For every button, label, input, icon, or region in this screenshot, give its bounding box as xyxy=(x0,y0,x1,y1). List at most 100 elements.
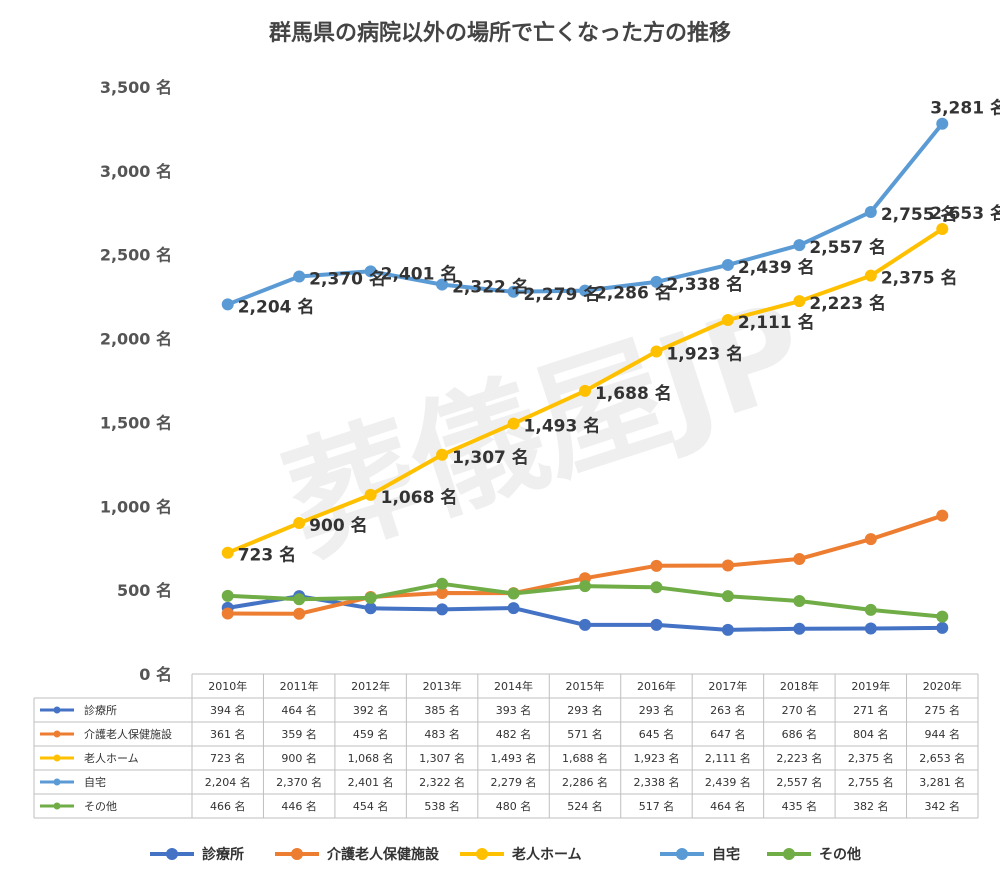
data-label: 2,322 名 xyxy=(452,277,529,298)
table-header-cell: 2010年 xyxy=(208,679,247,693)
legend-label: 老人ホーム xyxy=(512,846,582,863)
data-label: 2,111 名 xyxy=(738,312,815,333)
data-label: 2,439 名 xyxy=(738,257,815,278)
data-point xyxy=(436,577,449,590)
data-point xyxy=(721,313,734,326)
y-tick-label: 500 名 xyxy=(117,581,172,600)
table-cell: 2,557 名 xyxy=(776,775,822,789)
data-point xyxy=(650,618,663,631)
data-label: 2,370 名 xyxy=(309,269,386,290)
table-cell: 392 名 xyxy=(353,703,389,717)
table-cell: 2,204 名 xyxy=(205,775,251,789)
data-label: 2,223 名 xyxy=(809,293,886,314)
data-point xyxy=(364,602,377,615)
legend-marker xyxy=(166,848,178,860)
data-label: 2,557 名 xyxy=(809,237,886,258)
data-point xyxy=(364,488,377,501)
table-header-cell: 2016年 xyxy=(637,679,676,693)
legend-label: その他 xyxy=(819,846,861,863)
table-cell: 466 名 xyxy=(210,799,246,813)
table-cell: 270 名 xyxy=(782,703,818,717)
data-point xyxy=(793,552,806,565)
table-legend-marker xyxy=(53,730,61,738)
table-cell: 454 名 xyxy=(353,799,389,813)
table-cell: 517 名 xyxy=(639,799,675,813)
table-legend-marker xyxy=(53,778,61,786)
data-label: 2,401 名 xyxy=(381,263,458,284)
data-point xyxy=(507,602,520,615)
table-header-cell: 2013年 xyxy=(423,679,462,693)
data-point xyxy=(936,223,949,236)
data-labels: 723 名 900 名 1,068 名 1,307 名 1,493 名 1,688 名 1,… xyxy=(238,98,1000,566)
table-cell: 3,281 名 xyxy=(919,775,965,789)
table-cell: 723 名 xyxy=(210,751,246,765)
data-point xyxy=(221,589,234,602)
table-cell: 263 名 xyxy=(710,703,746,717)
data-point xyxy=(579,284,591,297)
table-cell: 1,068 名 xyxy=(348,751,394,765)
data-label: 2,375 名 xyxy=(881,268,958,289)
data-point xyxy=(721,559,734,572)
data-point xyxy=(579,618,591,631)
data-point xyxy=(293,593,306,606)
table-cell: 645 名 xyxy=(639,727,675,741)
data-point xyxy=(436,586,449,599)
table-cell: 2,439 名 xyxy=(705,775,751,789)
table-header-cell: 2015年 xyxy=(566,679,605,693)
data-label: 1,307 名 xyxy=(452,447,529,468)
table-legend-marker xyxy=(53,706,61,714)
table-cell: 1,923 名 xyxy=(633,751,679,765)
table-cell: 2,286 名 xyxy=(562,775,608,789)
table-cell: 2,370 名 xyxy=(276,775,322,789)
table-cell: 2,111 名 xyxy=(705,751,751,765)
table-cell: 2,223 名 xyxy=(776,751,822,765)
data-point xyxy=(293,607,306,620)
table-header-cell: 2019年 xyxy=(851,679,890,693)
table-cell: 359 名 xyxy=(281,727,317,741)
table-cell: 524 名 xyxy=(567,799,603,813)
data-point xyxy=(864,269,877,282)
data-point xyxy=(721,258,734,271)
data-point xyxy=(293,517,306,530)
data-point xyxy=(936,621,949,634)
table-cell: 446 名 xyxy=(281,799,317,813)
data-point xyxy=(650,345,663,358)
y-tick-label: 2,000 名 xyxy=(100,330,172,349)
table-legend-marker xyxy=(53,754,61,762)
data-point xyxy=(507,417,520,430)
data-point xyxy=(579,580,591,593)
table-cell: 464 名 xyxy=(281,703,317,717)
data-point xyxy=(864,622,877,635)
table-series-name: その他 xyxy=(84,800,117,813)
data-point xyxy=(721,590,734,603)
data-point xyxy=(221,546,234,559)
data-point xyxy=(936,509,949,522)
legend-label: 自宅 xyxy=(712,846,740,863)
data-label: 2,279 名 xyxy=(524,284,601,305)
data-label: 1,923 名 xyxy=(666,343,743,364)
data-point xyxy=(293,270,306,283)
series-lines xyxy=(221,117,949,636)
data-label: 2,338 名 xyxy=(666,274,743,295)
data-point xyxy=(579,384,591,397)
data-point xyxy=(864,603,877,616)
data-point xyxy=(650,275,663,288)
table-header-cell: 2018年 xyxy=(780,679,819,693)
table-cell: 686 名 xyxy=(782,727,818,741)
data-point xyxy=(364,265,377,278)
table-cell: 483 名 xyxy=(424,727,460,741)
table-series-name: 老人ホーム xyxy=(84,752,139,765)
y-tick-label: 3,000 名 xyxy=(100,162,172,181)
data-point xyxy=(864,533,877,546)
table-cell: 571 名 xyxy=(567,727,603,741)
table-cell: 647 名 xyxy=(710,727,746,741)
table-cell: 2,322 名 xyxy=(419,775,465,789)
table-cell: 393 名 xyxy=(496,703,532,717)
table-cell: 394 名 xyxy=(210,703,246,717)
y-tick-label: 1,000 名 xyxy=(100,497,172,516)
table-cell: 361 名 xyxy=(210,727,246,741)
table-cell: 2,375 名 xyxy=(848,751,894,765)
table-cell: 275 名 xyxy=(925,703,961,717)
data-point xyxy=(650,581,663,594)
